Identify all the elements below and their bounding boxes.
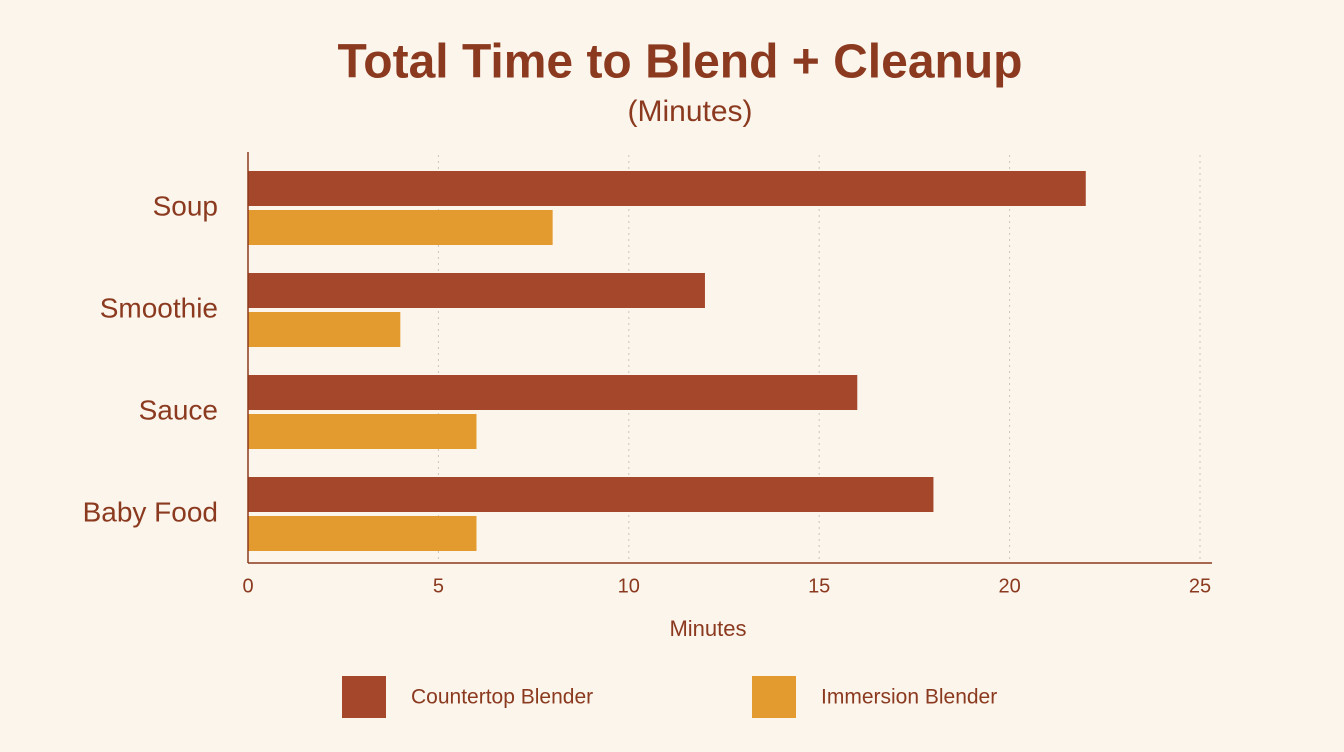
y-tick-label: Sauce	[139, 394, 218, 425]
legend-swatch	[342, 676, 386, 718]
bar	[248, 477, 934, 512]
bar	[248, 210, 553, 245]
chart-subtitle: (Minutes)	[627, 95, 752, 128]
bar	[248, 273, 705, 308]
legend-label: Immersion Blender	[821, 686, 997, 709]
x-axis-label: Minutes	[669, 616, 746, 641]
legend-swatch	[752, 676, 796, 718]
y-tick-label: Baby Food	[83, 496, 218, 527]
bar	[248, 171, 1086, 206]
bar	[248, 516, 477, 551]
x-tick-label: 10	[618, 575, 640, 597]
chart-title: Total Time to Blend + Cleanup	[338, 36, 1023, 89]
bar	[248, 414, 477, 449]
x-tick-label: 25	[1189, 575, 1211, 597]
legend-label: Countertop Blender	[411, 686, 593, 709]
x-tick-label: 5	[433, 575, 444, 597]
y-tick-label: Smoothie	[100, 292, 218, 323]
x-tick-label: 0	[242, 575, 253, 597]
bar	[248, 375, 858, 410]
y-tick-label: Soup	[153, 190, 218, 221]
bar	[248, 312, 401, 347]
x-tick-label: 15	[808, 575, 830, 597]
x-tick-label: 20	[998, 575, 1020, 597]
